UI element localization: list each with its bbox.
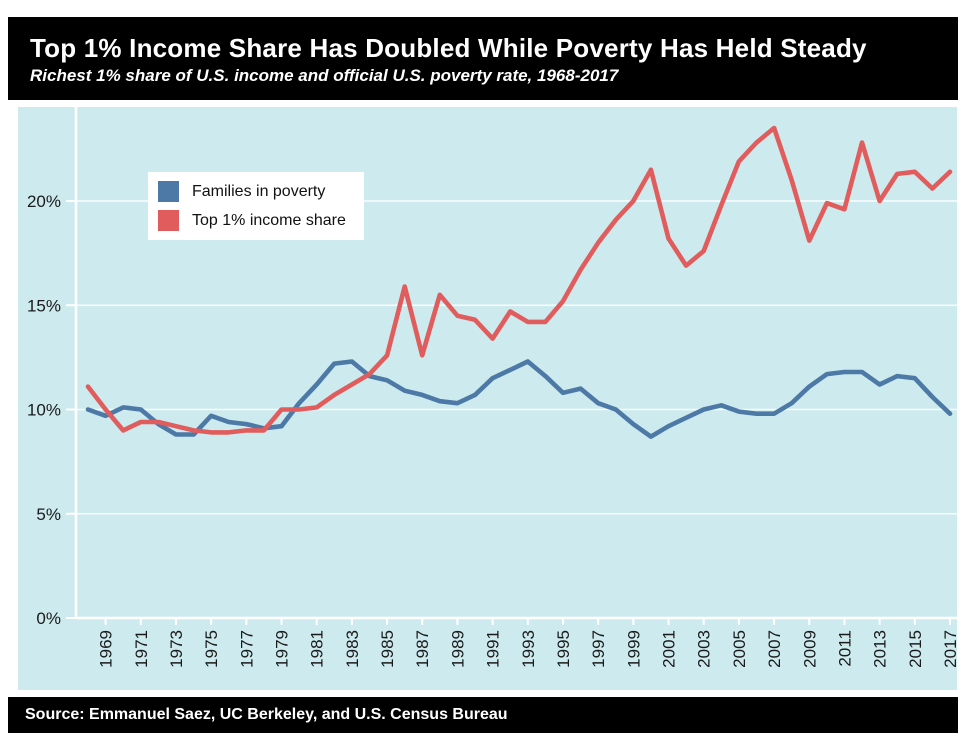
legend-item-top-1-income-share: Top 1% income share [158, 210, 346, 231]
chart-panel: 0% 5% 10% 15% 20% 1969 1971 1973 1975 1977 1979 198… [18, 107, 957, 690]
source-text: Source: Emmanuel Saez, UC Berkeley, and … [25, 706, 508, 723]
x-tick-label-1973: 1973 [167, 630, 186, 668]
x-tick-label-2011: 2011 [835, 630, 854, 667]
x-tick-label-1983: 1983 [343, 630, 362, 668]
x-tick-label-2001: 2001 [660, 630, 679, 668]
line-families-in-poverty [85, 359, 953, 439]
legend-label-families-in-poverty: Families in poverty [192, 182, 326, 200]
x-tick-label-2015: 2015 [906, 630, 925, 668]
x-tick-label-1993: 1993 [519, 630, 538, 668]
y-tick-label-10%: 10% [27, 401, 61, 420]
x-tick-label-1991: 1991 [484, 630, 503, 668]
legend-swatch-top-1-income-share-icon [158, 210, 179, 231]
y-tick-label-20%: 20% [27, 192, 61, 211]
x-tick-label-1987: 1987 [413, 630, 432, 668]
legend-label-top-1-income-share: Top 1% income share [192, 211, 346, 229]
source-banner: Source: Emmanuel Saez, UC Berkeley, and … [8, 697, 958, 733]
legend-swatch-families-in-poverty-icon [158, 181, 179, 202]
line-top-1-income-share [85, 125, 953, 435]
x-tick-label-1997: 1997 [589, 630, 608, 668]
chart-subtitle: Richest 1% share of U.S. income and offi… [30, 65, 619, 85]
x-tick-label-2013: 2013 [871, 630, 890, 668]
x-tick-label-2003: 2003 [695, 630, 714, 668]
y-tick-label-0%: 0% [36, 609, 61, 628]
x-tick-label-1981: 1981 [308, 630, 327, 668]
x-tick-label-1975: 1975 [202, 630, 221, 668]
y-tick-label-5%: 5% [36, 505, 61, 524]
x-tick-label-1979: 1979 [273, 630, 292, 668]
y-tick-label-15%: 15% [27, 296, 61, 315]
chart-title: Top 1% Income Share Has Doubled While Po… [30, 33, 867, 63]
x-tick-label-1977: 1977 [237, 630, 256, 668]
x-tick-label-1989: 1989 [448, 630, 467, 668]
x-tick-label-2007: 2007 [765, 630, 784, 668]
x-tick-label-1995: 1995 [554, 630, 573, 668]
x-tick-label-2009: 2009 [800, 630, 819, 668]
x-tick-label-1971: 1971 [132, 630, 151, 668]
x-tick-label-1969: 1969 [97, 630, 116, 668]
title-banner: Top 1% Income Share Has Doubled While Po… [8, 17, 958, 100]
legend-item-families-in-poverty: Families in poverty [158, 181, 346, 202]
x-tick-label-1985: 1985 [378, 630, 397, 668]
x-tick-label-2005: 2005 [730, 630, 749, 668]
x-tick-label-2017: 2017 [941, 630, 957, 668]
legend: Families in poverty Top 1% income share [148, 172, 364, 240]
x-tick-label-1999: 1999 [624, 630, 643, 668]
